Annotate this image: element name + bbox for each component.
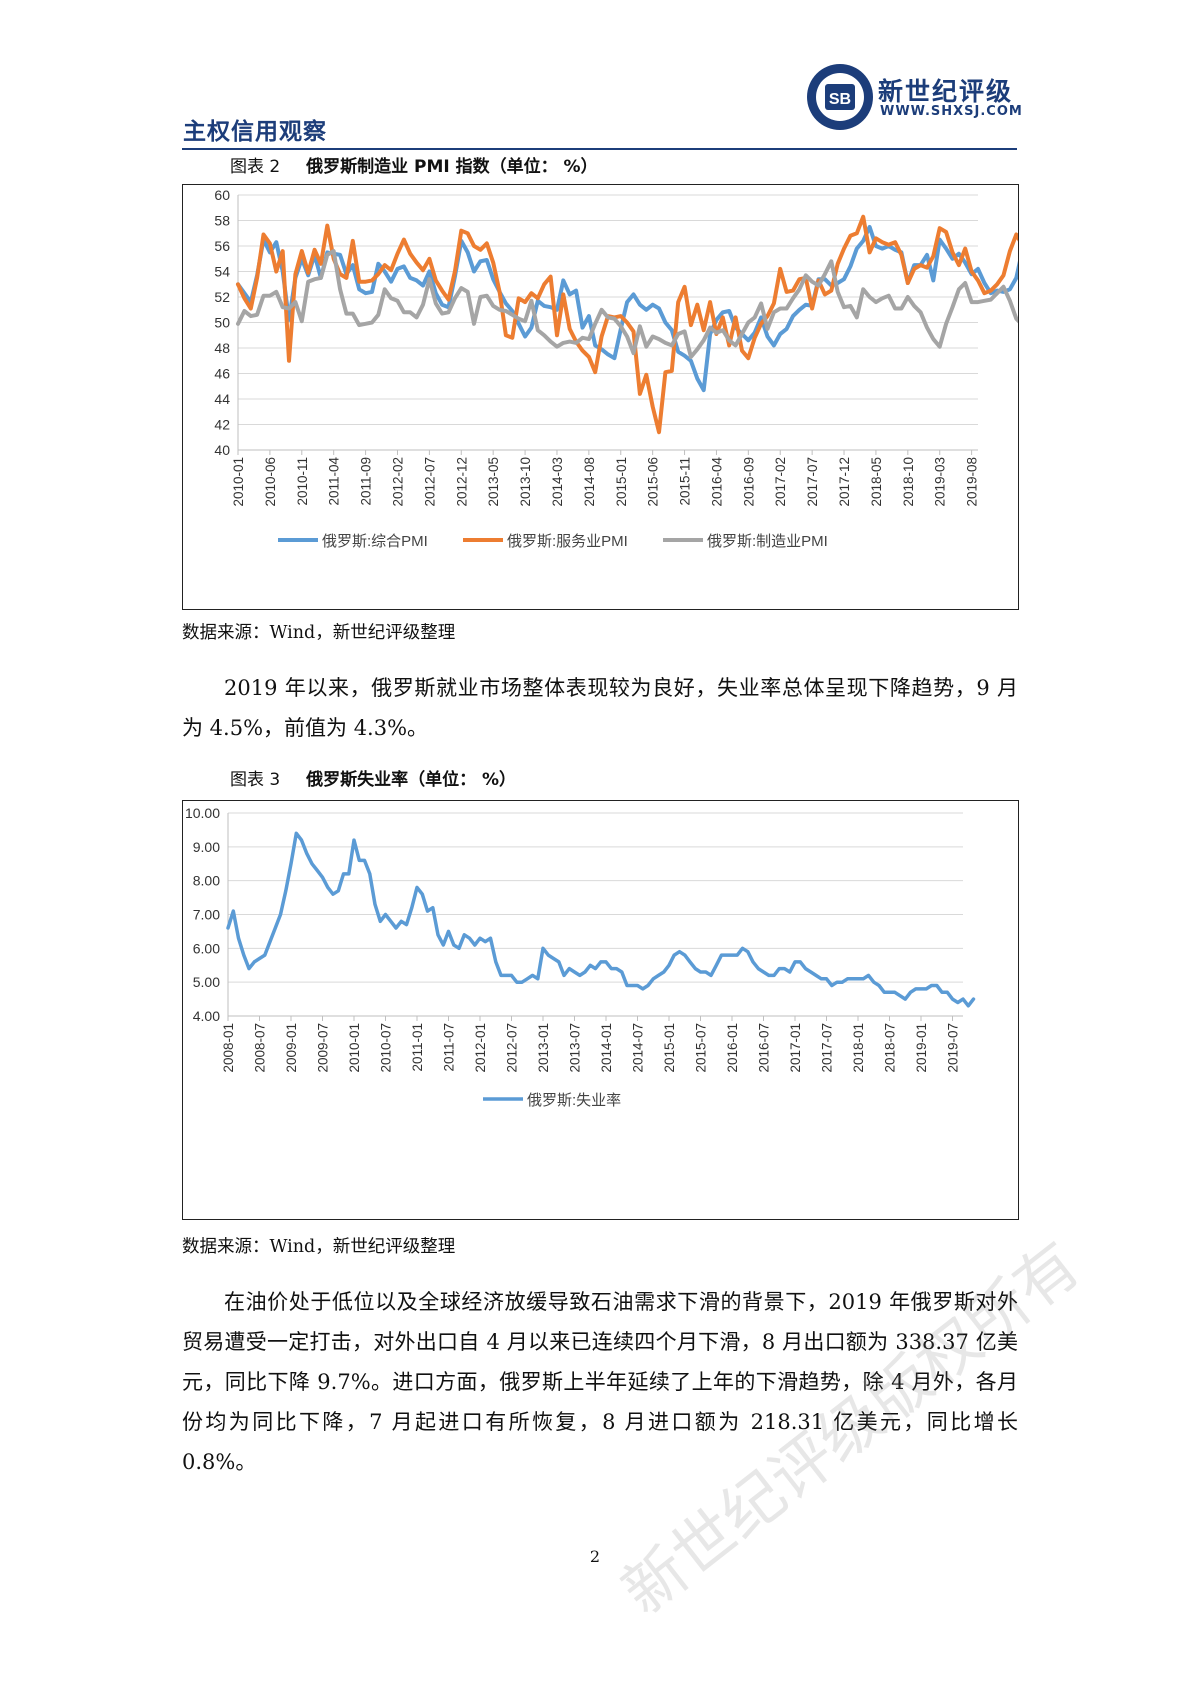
y-tick-label: 8.00 xyxy=(193,873,220,889)
x-tick-label: 2015-06 xyxy=(646,457,661,507)
logo-seal-icon: SB xyxy=(807,64,873,130)
x-tick-label: 2014-08 xyxy=(582,457,597,507)
x-tick-label: 2009-01 xyxy=(284,1023,299,1073)
x-tick-label: 2010-11 xyxy=(295,457,310,506)
y-tick-label: 56 xyxy=(214,238,230,254)
logo-url: WWW.SHXSJ.COM xyxy=(880,104,1023,119)
legend-label: 俄罗斯:制造业PMI xyxy=(707,533,828,550)
company-logo: SB xyxy=(805,62,1020,132)
x-tick-label: 2019-07 xyxy=(946,1023,961,1073)
x-tick-label: 2010-07 xyxy=(379,1023,394,1073)
figure-3-source: 数据来源：Wind，新世纪评级整理 xyxy=(182,1237,456,1257)
x-tick-label: 2015-01 xyxy=(662,1023,677,1073)
figure-2-title: 俄罗斯制造业 PMI 指数（单位： %） xyxy=(306,157,598,177)
header-divider xyxy=(182,148,1017,150)
y-tick-label: 6.00 xyxy=(193,940,220,956)
x-tick-label: 2014-01 xyxy=(599,1023,614,1073)
y-tick-label: 54 xyxy=(214,264,230,280)
x-tick-label: 2010-01 xyxy=(231,457,246,507)
x-tick-label: 2008-07 xyxy=(253,1023,268,1073)
unemployment-line-chart: 4.00 5.00 6.00 7.00 8.00 9.00 10.00 2008-01 2008… xyxy=(185,805,976,1109)
figure-3-caption: 图表 3 俄罗斯失业率（单位： %） xyxy=(230,765,516,790)
x-tick-label: 2011-07 xyxy=(442,1023,457,1072)
legend-label: 俄罗斯:服务业PMI xyxy=(507,533,628,550)
y-tick-label: 42 xyxy=(214,417,230,433)
series-line xyxy=(236,249,1063,372)
y-tick-label: 48 xyxy=(214,340,230,356)
x-tick-label: 2014-07 xyxy=(631,1023,646,1073)
y-tick-label: 9.00 xyxy=(193,839,220,855)
x-tick-label: 2019-01 xyxy=(914,1023,929,1073)
y-tick-label: 46 xyxy=(214,366,230,382)
legend-label: 俄罗斯:综合PMI xyxy=(322,533,428,550)
series-line xyxy=(236,214,1095,435)
figure-2-caption: 图表 2 俄罗斯制造业 PMI 指数（单位： %） xyxy=(230,152,598,177)
x-tick-label: 2017-07 xyxy=(820,1023,835,1073)
figure-3-label: 图表 3 xyxy=(230,770,281,790)
figure-3-title: 俄罗斯失业率（单位： %） xyxy=(306,770,517,790)
pmi-line-chart: 40 42 44 46 48 50 52 54 56 58 60 2010-01 2010-06 2010… xyxy=(214,187,1114,550)
series-line xyxy=(226,831,976,1008)
x-tick-label: 2012-02 xyxy=(390,457,405,507)
paragraph-trade: 在油价处于低位以及全球经济放缓导致石油需求下滑的背景下，2019 年俄罗斯对外贸… xyxy=(182,1282,1018,1482)
x-tick-label: 2015-11 xyxy=(678,457,693,506)
y-tick-label: 52 xyxy=(214,289,230,305)
x-tick-label: 2016-09 xyxy=(741,457,756,507)
x-tick-label: 2018-01 xyxy=(851,1023,866,1073)
x-tick-label: 2015-07 xyxy=(694,1023,709,1073)
x-tick-label: 2015-01 xyxy=(614,457,629,507)
x-tick-label: 2011-04 xyxy=(327,457,342,506)
x-tick-label: 2019-03 xyxy=(933,457,948,507)
x-tick-label: 2017-02 xyxy=(773,457,788,507)
x-tick-label: 2014-03 xyxy=(550,457,565,507)
y-tick-label: 58 xyxy=(214,213,230,229)
x-tick-label: 2013-10 xyxy=(518,457,533,507)
logo-name: 新世纪评级 xyxy=(878,77,1014,106)
x-tick-label: 2011-01 xyxy=(410,1023,425,1072)
x-tick-label: 2017-07 xyxy=(805,457,820,507)
x-tick-label: 2019-08 xyxy=(965,457,980,507)
x-tick-label: 2018-07 xyxy=(883,1023,898,1073)
x-tick-label: 2010-06 xyxy=(263,457,278,507)
figure-2-label: 图表 2 xyxy=(230,157,281,177)
x-tick-label: 2016-07 xyxy=(757,1023,772,1073)
figure-2-chart-frame: 40 42 44 46 48 50 52 54 56 58 60 2010-01 2010-06 2010… xyxy=(182,184,1114,610)
x-tick-label: 2017-01 xyxy=(788,1023,803,1073)
x-tick-label: 2013-07 xyxy=(568,1023,583,1073)
y-tick-label: 10.00 xyxy=(185,805,220,821)
y-tick-label: 50 xyxy=(214,315,230,331)
figure-2-source: 数据来源：Wind，新世纪评级整理 xyxy=(182,623,456,643)
figure-3-chart-frame: 4.00 5.00 6.00 7.00 8.00 9.00 10.00 2008-01 2008… xyxy=(182,800,1019,1220)
page-header-title: 主权信用观察 xyxy=(183,119,327,145)
x-tick-label: 2012-12 xyxy=(454,457,469,507)
x-tick-label: 2010-01 xyxy=(347,1023,362,1073)
x-tick-label: 2012-07 xyxy=(422,457,437,507)
x-tick-label: 2013-01 xyxy=(536,1023,551,1073)
x-tick-label: 2011-09 xyxy=(359,457,374,506)
svg-text:SB: SB xyxy=(829,91,851,108)
paragraph-employment-text: 2019 年以来，俄罗斯就业市场整体表现较为良好，失业率总体呈现下降趋势，9 月… xyxy=(182,676,1018,740)
x-tick-label: 2016-04 xyxy=(709,457,724,507)
y-tick-label: 40 xyxy=(214,442,230,458)
y-tick-label: 44 xyxy=(214,391,230,407)
y-tick-label: 5.00 xyxy=(193,974,220,990)
paragraph-employment: 2019 年以来，俄罗斯就业市场整体表现较为良好，失业率总体呈现下降趋势，9 月… xyxy=(182,668,1018,748)
x-tick-label: 2018-05 xyxy=(869,457,884,507)
x-tick-label: 2008-01 xyxy=(221,1023,236,1073)
y-tick-label: 7.00 xyxy=(193,907,220,923)
y-tick-label: 60 xyxy=(214,187,230,203)
page-number: 2 xyxy=(589,1547,601,1566)
y-tick-label: 4.00 xyxy=(193,1008,220,1024)
paragraph-trade-text: 在油价处于低位以及全球经济放缓导致石油需求下滑的背景下，2019 年俄罗斯对外贸… xyxy=(182,1290,1018,1474)
x-tick-label: 2012-01 xyxy=(473,1023,488,1073)
x-tick-label: 2017-12 xyxy=(837,457,852,507)
x-tick-label: 2009-07 xyxy=(316,1023,331,1073)
x-tick-label: 2016-01 xyxy=(725,1023,740,1073)
legend-label: 俄罗斯:失业率 xyxy=(527,1092,621,1109)
x-tick-label: 2012-07 xyxy=(505,1023,520,1073)
x-tick-label: 2018-10 xyxy=(901,457,916,507)
x-tick-label: 2013-05 xyxy=(486,457,501,507)
